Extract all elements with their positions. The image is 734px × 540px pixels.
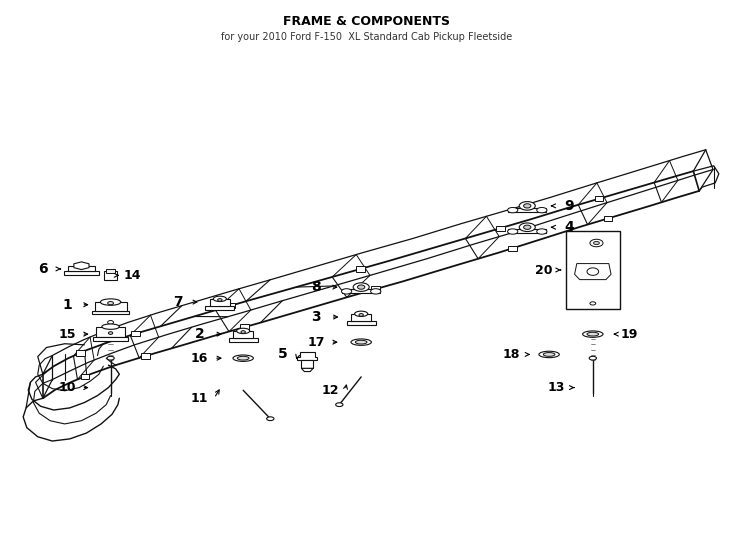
Text: 7: 7 xyxy=(172,295,183,309)
Ellipse shape xyxy=(237,356,249,360)
Ellipse shape xyxy=(523,225,531,229)
Ellipse shape xyxy=(341,289,352,294)
Bar xyxy=(371,287,379,292)
Ellipse shape xyxy=(108,321,114,324)
Ellipse shape xyxy=(102,324,120,329)
Text: FRAME & COMPONENTS: FRAME & COMPONENTS xyxy=(283,15,451,28)
Ellipse shape xyxy=(233,355,253,361)
Bar xyxy=(131,331,140,336)
Ellipse shape xyxy=(236,328,250,334)
Ellipse shape xyxy=(537,229,547,234)
Text: 16: 16 xyxy=(191,352,208,365)
Ellipse shape xyxy=(519,223,535,232)
Ellipse shape xyxy=(523,204,531,208)
Ellipse shape xyxy=(508,207,517,213)
Text: 1: 1 xyxy=(62,298,72,312)
Ellipse shape xyxy=(590,302,596,305)
Text: 13: 13 xyxy=(548,381,565,394)
Polygon shape xyxy=(342,289,380,293)
Polygon shape xyxy=(68,266,95,271)
Bar xyxy=(241,325,249,330)
Bar xyxy=(81,374,90,379)
Text: 10: 10 xyxy=(58,381,76,394)
Polygon shape xyxy=(297,352,318,360)
Ellipse shape xyxy=(519,201,535,210)
Ellipse shape xyxy=(590,239,603,247)
Ellipse shape xyxy=(371,289,381,294)
Polygon shape xyxy=(64,271,99,275)
Bar xyxy=(76,350,84,355)
Ellipse shape xyxy=(266,417,274,421)
Ellipse shape xyxy=(589,356,597,360)
Bar xyxy=(603,216,612,221)
Polygon shape xyxy=(93,337,128,341)
Text: 9: 9 xyxy=(564,199,574,213)
Text: 12: 12 xyxy=(321,384,339,397)
Bar xyxy=(496,226,505,231)
Ellipse shape xyxy=(359,314,363,316)
Ellipse shape xyxy=(335,403,343,407)
Polygon shape xyxy=(228,339,258,342)
Polygon shape xyxy=(210,299,230,306)
Polygon shape xyxy=(346,321,376,325)
Ellipse shape xyxy=(587,268,599,275)
Ellipse shape xyxy=(543,353,555,356)
Text: 20: 20 xyxy=(534,264,552,276)
Bar xyxy=(106,269,115,273)
Polygon shape xyxy=(96,327,126,337)
Text: 18: 18 xyxy=(503,348,520,361)
Polygon shape xyxy=(233,331,253,339)
Text: 6: 6 xyxy=(38,262,48,276)
Text: 11: 11 xyxy=(191,392,208,405)
Ellipse shape xyxy=(109,332,113,334)
Ellipse shape xyxy=(583,331,603,338)
Bar xyxy=(508,246,517,251)
Bar xyxy=(226,303,235,308)
Polygon shape xyxy=(302,368,313,372)
Ellipse shape xyxy=(355,340,367,344)
Ellipse shape xyxy=(218,299,222,301)
Bar xyxy=(565,231,620,309)
Text: 3: 3 xyxy=(311,310,321,324)
Ellipse shape xyxy=(539,351,559,357)
Text: 19: 19 xyxy=(620,328,638,341)
Bar xyxy=(357,266,366,272)
Text: 4: 4 xyxy=(564,220,575,234)
Bar xyxy=(141,353,150,359)
Text: 5: 5 xyxy=(278,347,288,361)
Polygon shape xyxy=(95,302,126,311)
Ellipse shape xyxy=(357,285,365,289)
Ellipse shape xyxy=(508,229,517,234)
Polygon shape xyxy=(351,314,371,321)
Polygon shape xyxy=(575,264,611,280)
Polygon shape xyxy=(206,306,234,309)
Text: 15: 15 xyxy=(58,328,76,341)
Ellipse shape xyxy=(537,207,547,213)
Ellipse shape xyxy=(351,339,371,346)
Bar xyxy=(104,271,117,280)
Ellipse shape xyxy=(353,283,369,292)
Polygon shape xyxy=(509,230,546,233)
Ellipse shape xyxy=(108,301,114,305)
Ellipse shape xyxy=(214,296,226,301)
Polygon shape xyxy=(302,360,313,368)
Text: 8: 8 xyxy=(311,280,321,294)
Polygon shape xyxy=(92,311,128,314)
Polygon shape xyxy=(509,208,546,212)
Polygon shape xyxy=(74,262,89,269)
Ellipse shape xyxy=(594,241,600,245)
Text: 2: 2 xyxy=(195,327,204,341)
Text: for your 2010 Ford F-150  XL Standard Cab Pickup Fleetside: for your 2010 Ford F-150 XL Standard Cab… xyxy=(222,32,512,42)
Ellipse shape xyxy=(241,330,245,333)
Text: 14: 14 xyxy=(124,269,141,282)
Ellipse shape xyxy=(355,311,368,316)
Ellipse shape xyxy=(107,356,115,360)
Ellipse shape xyxy=(101,299,121,305)
Bar xyxy=(595,196,603,201)
Text: 17: 17 xyxy=(308,336,324,349)
Ellipse shape xyxy=(587,332,599,336)
